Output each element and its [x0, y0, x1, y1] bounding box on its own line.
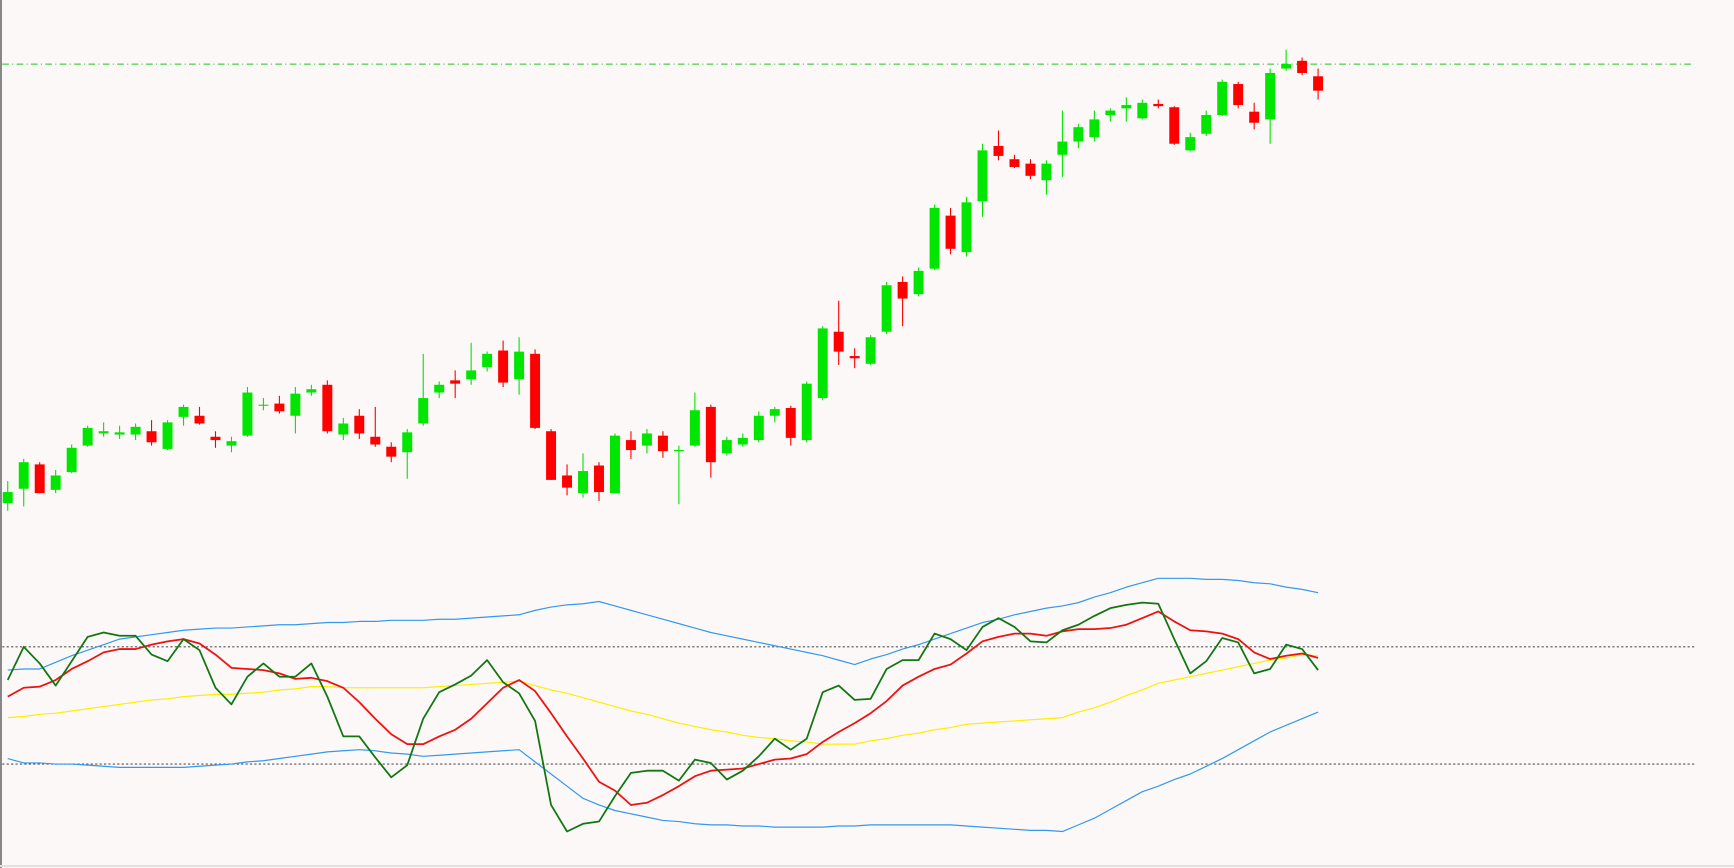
candle-body	[689, 410, 700, 446]
candle-body	[1137, 102, 1148, 119]
candle-body	[801, 383, 812, 441]
candle-body	[354, 415, 365, 434]
candle-body	[1249, 111, 1260, 123]
candle-body	[466, 370, 477, 380]
candle-body	[1185, 137, 1196, 151]
candle-body	[34, 464, 45, 494]
candle-body	[162, 422, 173, 449]
candle-body	[785, 408, 796, 438]
candle-body	[993, 145, 1004, 156]
candle-body	[50, 475, 61, 490]
candle-body	[178, 406, 189, 417]
candle-body	[977, 150, 988, 202]
candle-body	[386, 446, 397, 457]
candle-body	[1073, 127, 1084, 142]
candle-body	[1265, 72, 1276, 120]
candle-body	[274, 403, 285, 412]
candle-body	[1169, 107, 1180, 144]
candle-body	[226, 441, 237, 446]
candle-body	[881, 285, 892, 332]
candle-body	[546, 431, 557, 480]
candle-body	[194, 415, 205, 424]
candle-body	[130, 426, 141, 435]
candle-body	[1297, 60, 1308, 73]
candle-body	[609, 435, 620, 494]
candle-body	[929, 207, 940, 269]
candle-body	[1025, 163, 1036, 176]
candle-body	[258, 404, 269, 406]
candle-body	[290, 393, 301, 416]
candle-body	[1281, 64, 1292, 69]
candle-body	[530, 353, 541, 428]
candle-body	[1121, 105, 1132, 109]
candle-body	[625, 440, 636, 451]
candle-body	[594, 465, 604, 493]
candle-body	[913, 270, 924, 295]
candle-body	[242, 392, 253, 436]
candle-body	[1057, 141, 1068, 155]
candle-body	[514, 351, 525, 380]
candle-body	[578, 471, 588, 494]
indicator-line	[7, 711, 1319, 833]
candle-body	[370, 436, 381, 445]
candle-body	[210, 436, 221, 441]
candle-body	[498, 350, 509, 383]
indicator-line	[7, 610, 1319, 806]
candle-body	[1201, 114, 1212, 134]
candle-body	[817, 328, 828, 399]
candle-body	[865, 337, 876, 364]
candle-body	[833, 331, 844, 352]
candle-body	[434, 384, 445, 393]
candle-body	[482, 353, 493, 368]
candle-body	[769, 409, 780, 416]
candle-body	[1153, 103, 1164, 107]
candle-body	[1105, 110, 1116, 115]
candle-body	[657, 435, 668, 452]
candle-body	[114, 432, 125, 435]
candle-body	[1217, 81, 1228, 115]
indicator-line	[6, 601, 1319, 833]
indicator-line	[7, 577, 1319, 671]
candle-body	[705, 406, 716, 463]
candle-body	[673, 450, 684, 452]
candle-body	[66, 447, 77, 473]
candle-body	[1313, 76, 1324, 91]
indicator-line	[7, 653, 1319, 745]
candle-body	[322, 384, 333, 432]
candle-body	[641, 433, 652, 446]
candle-body	[1089, 119, 1100, 138]
candle-body	[98, 431, 109, 434]
candle-body	[721, 440, 732, 454]
candle-body	[18, 462, 29, 489]
candle-body	[562, 475, 573, 488]
candle-body	[450, 380, 461, 384]
candle-body	[306, 389, 317, 393]
candle-body	[418, 398, 429, 424]
candle-body	[1009, 159, 1020, 167]
candle-body	[1041, 163, 1052, 181]
candle-body	[402, 432, 413, 453]
candle-body	[338, 423, 349, 435]
candle-body	[753, 415, 764, 441]
candle-body	[146, 431, 157, 443]
candle-body	[1233, 84, 1244, 106]
candle-body	[82, 427, 93, 446]
candle-body	[849, 356, 860, 359]
candle-body	[961, 202, 972, 253]
candle-body	[2, 492, 13, 504]
candle-body	[737, 437, 748, 445]
plot-area	[2, 49, 1695, 833]
candle-body	[945, 215, 956, 249]
candle-body	[897, 281, 908, 299]
